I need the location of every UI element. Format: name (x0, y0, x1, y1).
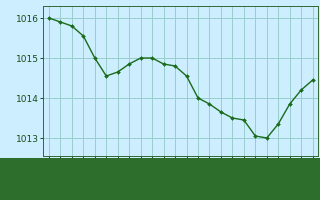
X-axis label: Graphe pression niveau de la mer (hPa): Graphe pression niveau de la mer (hPa) (71, 172, 290, 182)
